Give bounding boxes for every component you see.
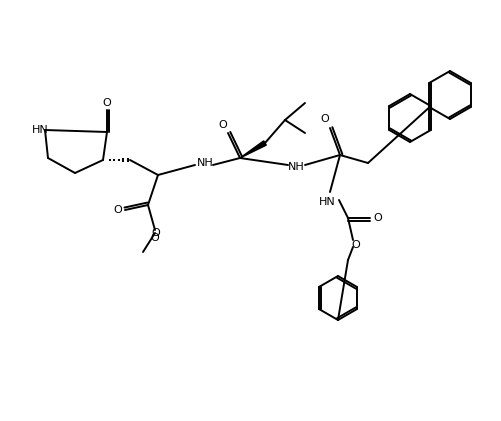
Text: O: O [102,98,111,108]
Text: HN: HN [32,125,49,135]
Text: NH: NH [196,158,213,168]
Text: O: O [320,114,329,124]
Text: O: O [150,233,159,243]
Text: NH: NH [287,162,304,172]
Text: O: O [218,120,227,130]
Text: O: O [151,228,160,238]
Polygon shape [239,141,266,158]
Text: O: O [373,213,382,223]
Text: O: O [113,205,122,215]
Text: HN: HN [318,197,335,207]
Text: O: O [351,240,360,250]
